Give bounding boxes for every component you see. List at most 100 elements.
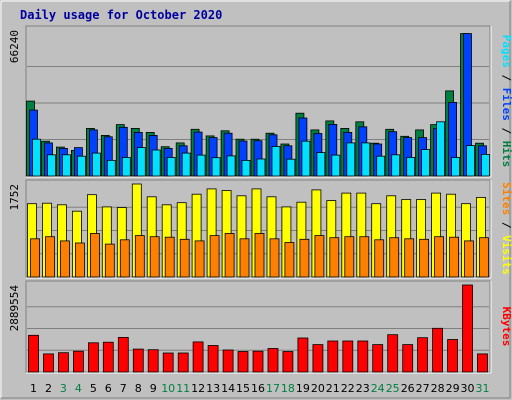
bar-sites-day-23 <box>359 236 370 278</box>
bar-pages-day-31 <box>481 153 490 177</box>
bar-sites-day-5 <box>90 233 100 278</box>
bar-pages-day-4 <box>77 155 86 177</box>
bar-sites-day-9 <box>149 236 160 278</box>
bar-pages-day-24 <box>376 155 386 177</box>
bar-kbytes-day-11 <box>177 352 189 373</box>
bar-sites-day-30 <box>464 240 474 278</box>
bar-pages-day-16 <box>256 158 266 177</box>
day-label: 6 <box>105 382 112 395</box>
bar-pages-day-28 <box>436 121 446 177</box>
bar-pages-day-6 <box>106 159 116 177</box>
day-label: 23 <box>356 382 370 395</box>
day-label: 9 <box>150 382 157 395</box>
bar-kbytes-day-27 <box>417 337 429 373</box>
bar-sites-day-27 <box>419 238 430 278</box>
chart-title: Daily usage for October 2020 <box>20 8 222 22</box>
bar-kbytes-day-1 <box>28 334 39 373</box>
bar-pages-day-5 <box>92 152 101 177</box>
day-label: 11 <box>176 382 190 395</box>
bar-kbytes-day-6 <box>102 341 114 373</box>
day-labels: 1 2 3 4 5 6 7 8 9 10 11 12 13 14 15 16 17 18 19 20 21 22 23 24 2… <box>30 382 490 395</box>
panel-hits-files-pages: 66240 Pages / Files / Hits <box>8 25 512 178</box>
panel-kbytes: 2889554 KBytes <box>8 280 512 374</box>
bar-sites-day-24 <box>374 239 385 278</box>
bar-kbytes-day-12 <box>192 341 204 373</box>
day-label: 4 <box>75 382 82 395</box>
day-label: 18 <box>281 382 295 395</box>
bar-pages-day-13 <box>211 157 221 177</box>
panel-legend: KBytes <box>500 307 512 347</box>
bar-pages-day-27 <box>421 149 431 177</box>
bar-kbytes-day-21 <box>327 340 339 373</box>
bar-kbytes-day-26 <box>402 344 414 373</box>
panel-max-label: 1752 <box>8 184 21 211</box>
bar-sites-day-14 <box>224 233 235 278</box>
bar-sites-day-15 <box>239 238 250 278</box>
bar-kbytes-day-16 <box>252 350 264 373</box>
bar-kbytes-day-29 <box>447 339 459 373</box>
day-label: 15 <box>236 382 250 395</box>
bar-sites-day-17 <box>269 238 280 278</box>
panel-legend: Pages / Files / Hits <box>500 35 512 168</box>
legend-item-files: Files <box>500 88 512 121</box>
panel-visits-sites: 1752 Sites / Visits <box>8 179 512 279</box>
day-label: 21 <box>326 382 340 395</box>
day-label: 24 <box>371 382 385 395</box>
series-pages <box>32 121 490 177</box>
bar-sites-day-21 <box>329 237 340 278</box>
bar-pages-day-30 <box>466 145 475 177</box>
bar-sites-day-16 <box>254 233 265 278</box>
day-label: 1 <box>30 382 37 395</box>
bar-pages-day-12 <box>196 154 206 177</box>
day-label: 8 <box>135 382 142 395</box>
bar-pages-day-23 <box>361 142 371 177</box>
bar-kbytes-day-3 <box>58 352 69 373</box>
bar-kbytes-day-4 <box>73 350 84 373</box>
bar-pages-day-25 <box>391 154 401 177</box>
bar-sites-day-6 <box>104 243 115 278</box>
bar-sites-day-22 <box>344 236 355 278</box>
day-label: 27 <box>416 382 430 395</box>
series-sites <box>30 233 489 278</box>
bar-pages-day-18 <box>286 158 296 177</box>
day-label: 16 <box>251 382 265 395</box>
bar-sites-day-7 <box>119 239 130 278</box>
bar-pages-day-3 <box>62 154 71 177</box>
day-label: 19 <box>296 382 310 395</box>
legend-item-sites: Sites <box>500 182 512 215</box>
bar-pages-day-7 <box>121 157 131 177</box>
day-label: 12 <box>191 382 205 395</box>
day-label: 14 <box>221 382 235 395</box>
bar-pages-day-10 <box>166 157 176 177</box>
panel-legend: Sites / Visits <box>500 182 512 275</box>
bar-sites-day-3 <box>60 240 70 278</box>
bar-kbytes-day-13 <box>207 345 219 373</box>
bar-pages-day-21 <box>331 154 341 177</box>
panel-max-label: 2889554 <box>8 285 21 332</box>
bar-kbytes-day-2 <box>43 353 54 373</box>
day-label: 26 <box>401 382 415 395</box>
bar-kbytes-day-17 <box>267 348 279 373</box>
panel-max-label: 66240 <box>8 30 21 63</box>
bar-kbytes-day-24 <box>372 344 384 373</box>
bar-sites-day-2 <box>45 236 55 278</box>
day-label: 17 <box>266 382 280 395</box>
bar-sites-day-28 <box>434 236 445 278</box>
bar-kbytes-day-23 <box>357 340 369 373</box>
bar-pages-day-11 <box>181 152 191 177</box>
legend-item-kbytes: KBytes <box>500 307 512 347</box>
bar-kbytes-day-9 <box>147 349 159 373</box>
bar-sites-day-11 <box>179 238 190 278</box>
legend-item-hits: Hits <box>500 141 512 168</box>
bar-pages-day-15 <box>241 159 251 177</box>
legend-separator: / <box>500 68 512 88</box>
bar-pages-day-9 <box>151 149 161 177</box>
day-label: 20 <box>311 382 325 395</box>
bar-pages-day-20 <box>316 152 326 177</box>
legend-separator: / <box>500 121 512 141</box>
day-label: 5 <box>90 382 97 395</box>
bar-pages-day-29 <box>451 157 461 177</box>
day-label: 25 <box>386 382 400 395</box>
bar-pages-day-26 <box>406 157 416 177</box>
